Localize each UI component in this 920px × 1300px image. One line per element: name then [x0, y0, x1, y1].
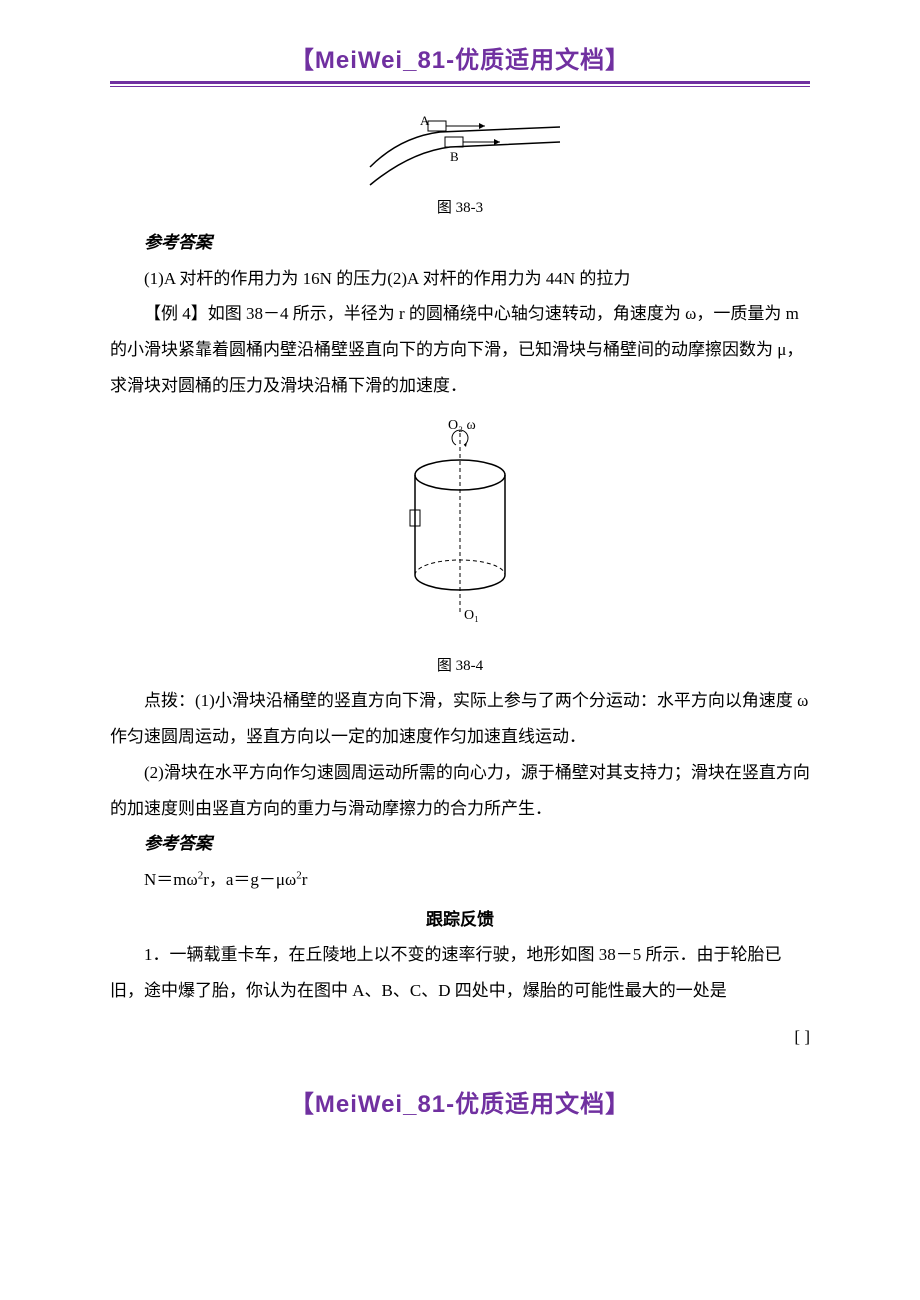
figure-38-4: O₂ ω O₁ 图 38-4	[110, 415, 810, 675]
answer-heading-1: 参考答案	[144, 225, 810, 261]
curve-diagram-icon: A B	[350, 107, 570, 187]
header-title: 【MeiWei_81-优质适用文档】	[110, 40, 810, 75]
answer-text-1: (1)A 对杆的作用力为 16N 的压力(2)A 对杆的作用力为 44N 的拉力	[110, 261, 810, 297]
hint-2: (2)滑块在水平方向作匀速圆周运动所需的向心力，源于桶壁对其支持力；滑块在竖直方…	[110, 755, 810, 826]
hint-1: 点拨：(1)小滑块沿桶壁的竖直方向下滑，实际上参与了两个分运动：水平方向以角速度…	[110, 683, 810, 754]
tracking-heading: 跟踪反馈	[110, 902, 810, 938]
label-b: B	[450, 149, 459, 164]
tracking-q1: 1．一辆载重卡车，在丘陵地上以不变的速率行驶，地形如图 38－5 所示．由于轮胎…	[110, 937, 810, 1008]
document-page: 【MeiWei_81-优质适用文档】 A B 图 38-3 参考答案 (1)A …	[0, 0, 920, 1149]
figure-38-3-caption: 图 38-3	[110, 196, 810, 217]
answer-formula: N＝mω2r，a＝g－μω2r	[110, 862, 810, 898]
figure-38-3: A B 图 38-3	[110, 107, 810, 217]
formula-part1: N＝mω	[144, 870, 198, 889]
footer-title: 【MeiWei_81-优质适用文档】	[110, 1084, 810, 1119]
figure-38-4-caption: 图 38-4	[110, 654, 810, 675]
formula-part3: r	[302, 870, 308, 889]
label-o1: O₁	[464, 608, 479, 623]
label-a: A	[420, 113, 430, 128]
example-4-text: 【例 4】如图 38－4 所示，半径为 r 的圆桶绕中心轴匀速转动，角速度为 ω…	[110, 296, 810, 403]
header-rule	[110, 81, 810, 87]
answer-bracket: [ ]	[110, 1019, 810, 1055]
formula-part2: r，a＝g－μω	[203, 870, 296, 889]
answer-heading-2: 参考答案	[144, 826, 810, 862]
cylinder-diagram-icon: O₂ ω O₁	[390, 415, 530, 645]
